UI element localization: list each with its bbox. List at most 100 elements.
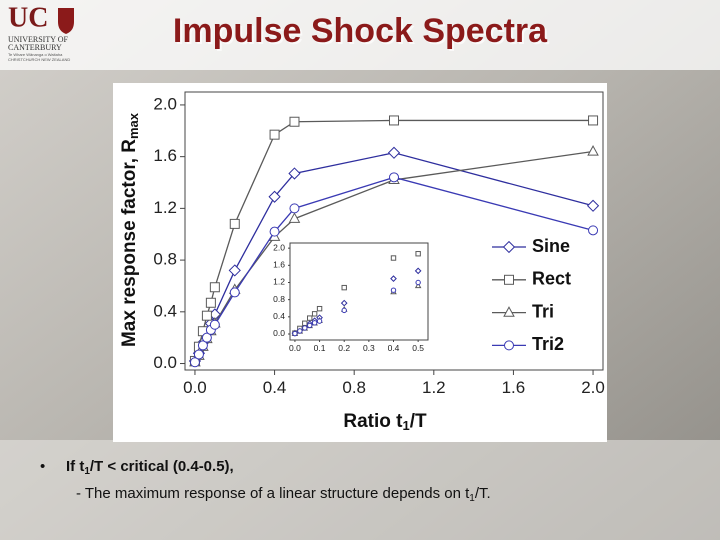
bullet-sub: 1 — [84, 466, 90, 477]
marker — [415, 279, 421, 286]
marker — [209, 282, 220, 293]
marker — [228, 264, 241, 277]
logo-line: CANTERBURY — [8, 43, 62, 52]
bullet-text: - The maximum response of a linear struc… — [76, 485, 491, 504]
marker — [586, 199, 600, 212]
marker — [288, 212, 301, 223]
logo-crest — [58, 8, 74, 34]
x-axis-label-main: Ratio t — [343, 411, 403, 432]
marker — [414, 267, 422, 275]
header-band — [0, 0, 720, 70]
marker — [415, 251, 421, 257]
x-tick-label: 0.4 — [388, 343, 400, 353]
x-tick-label: 0.5 — [412, 343, 424, 353]
marker — [504, 340, 514, 351]
bullet-part: /T. — [475, 485, 491, 502]
y-axis-label-sub: max — [126, 112, 141, 139]
marker — [390, 255, 397, 261]
marker — [201, 310, 212, 321]
marker — [292, 330, 298, 337]
marker — [269, 129, 280, 140]
title-shadow: Impulse Shock Spectra — [175, 14, 550, 52]
y-tick-label: 1.6 — [273, 260, 285, 270]
marker — [209, 319, 220, 330]
logo-mark: UC — [8, 2, 48, 33]
marker — [389, 115, 399, 126]
x-axis-label-sub: 1 — [402, 418, 409, 433]
marker — [390, 275, 397, 282]
marker — [341, 307, 347, 314]
marker — [387, 146, 401, 159]
marker — [587, 145, 599, 156]
marker — [414, 282, 422, 289]
y-tick-label: 1.2 — [273, 277, 285, 287]
bullet-symbol: • — [40, 458, 45, 475]
marker — [504, 274, 514, 285]
marker — [311, 320, 318, 326]
y-tick-label: 0.8 — [273, 294, 285, 304]
legend-label: Tri2 — [532, 334, 564, 354]
x-tick-label: 0.3 — [363, 343, 375, 353]
logo: UC UNIVERSITY OF CANTERBURY Te Whare Wān… — [8, 2, 74, 62]
marker — [205, 297, 216, 308]
bullet-part: - The maximum response of a linear struc… — [76, 485, 470, 502]
x-tick-label: 0.4 — [263, 378, 287, 397]
x-axis-label: Ratio t1/T — [343, 411, 427, 433]
marker — [502, 240, 516, 254]
marker — [288, 167, 301, 180]
marker — [588, 115, 599, 126]
y-tick-label: 0.0 — [273, 328, 285, 338]
marker — [197, 340, 208, 351]
logo-line: CHRISTCHURCH NEW ZEALAND — [8, 57, 70, 62]
marker — [289, 116, 300, 127]
x-tick-label: 0.1 — [314, 343, 326, 353]
marker — [297, 328, 303, 334]
marker — [390, 287, 397, 293]
marker — [189, 357, 200, 368]
x-axis-label-main: /T — [410, 411, 427, 432]
marker — [307, 315, 313, 321]
x-tick-label: 0.2 — [338, 343, 350, 353]
bullet-text: If t1/T < critical (0.4-0.5), — [66, 458, 234, 477]
legend-label: Tri — [532, 301, 554, 321]
marker — [229, 287, 240, 298]
marker — [503, 306, 515, 317]
legend-label: Rect — [532, 269, 571, 289]
marker — [269, 226, 280, 237]
title: Impulse Shock Spectra — [173, 12, 548, 50]
bullet-part: If t — [66, 458, 84, 475]
x-tick-label: 0.0 — [183, 378, 207, 397]
x-tick-label: 1.2 — [422, 378, 446, 397]
logo-line: Te Whare Wānanga o Waitaha — [8, 52, 63, 57]
y-tick-label: 0.0 — [153, 353, 177, 372]
y-tick-label: 2.0 — [153, 94, 177, 113]
y-tick-label: 1.6 — [153, 146, 177, 165]
footer-band — [0, 440, 720, 540]
x-tick-label: 0.0 — [289, 343, 301, 353]
bullet-part: /T < critical (0.4-0.5), — [90, 458, 234, 475]
marker — [340, 299, 348, 307]
marker — [316, 305, 323, 312]
x-tick-label: 2.0 — [581, 378, 605, 397]
marker — [193, 349, 204, 360]
y-tick-label: 0.4 — [273, 311, 285, 321]
y-tick-label: 0.8 — [153, 250, 177, 269]
marker — [229, 218, 240, 229]
y-tick-label: 2.0 — [273, 242, 285, 252]
bullet-sub: 1 — [469, 493, 475, 504]
y-axis-label-main: Max response factor, R — [119, 139, 140, 347]
y-tick-label: 0.4 — [153, 301, 177, 320]
marker — [316, 318, 323, 324]
marker — [268, 190, 281, 203]
x-tick-label: 1.6 — [502, 378, 526, 397]
marker — [302, 325, 308, 331]
logo-line: UNIVERSITY OF — [8, 35, 68, 44]
x-tick-label: 0.8 — [342, 378, 366, 397]
y-axis-label: Max response factor, Rmax — [119, 112, 141, 347]
marker — [341, 284, 347, 291]
marker — [201, 332, 212, 343]
marker — [289, 203, 300, 214]
marker — [588, 225, 599, 236]
